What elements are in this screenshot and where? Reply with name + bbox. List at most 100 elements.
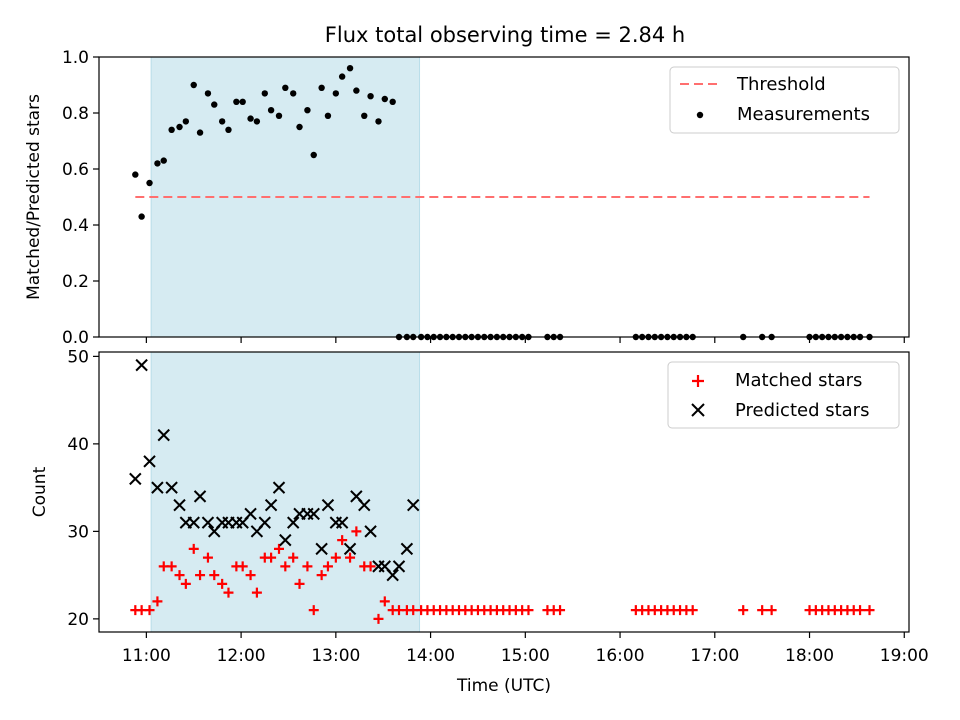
time-x-axis-label: Time (UTC) — [456, 676, 551, 696]
measurement-point — [138, 213, 145, 220]
measurement-point — [168, 126, 175, 133]
ratio-legend: Threshold Measurements — [669, 66, 900, 134]
y-tick-label: 40 — [67, 435, 89, 455]
predicted-star-point — [165, 481, 178, 494]
matched-star-point — [373, 613, 384, 624]
predicted-star-point — [244, 507, 257, 521]
measurement-point — [389, 98, 396, 106]
matched-star-point — [555, 605, 566, 616]
legend-matched-label: Matched stars — [735, 370, 862, 391]
time-x-ticks: 11:00 12:00 13:00 14:00 15:00 16:00 17:00 18:00… — [122, 632, 929, 666]
matched-star-point — [280, 561, 291, 572]
measurement-point — [225, 126, 232, 133]
measurement-point — [239, 98, 246, 106]
matched-star-point — [766, 605, 777, 616]
x-tick-label: 19:00 — [880, 646, 929, 666]
predicted-star-point — [307, 507, 320, 521]
ratio-y-axis-label: Matched/Predicted stars — [24, 94, 44, 300]
ratio-panel: 0.0 0.2 0.4 0.6 0.8 1.0 Matched/Predicted sta… — [24, 48, 910, 348]
legend-box — [669, 66, 900, 134]
matched-star-point — [687, 605, 698, 616]
measurement-point — [338, 73, 346, 80]
matched-star-point — [274, 543, 284, 554]
measurement-point — [146, 179, 153, 187]
legend-matched-swatch — [692, 375, 704, 387]
matched-star-point — [245, 570, 256, 581]
predicted-star-point — [193, 490, 207, 503]
x-tick-label: 12:00 — [217, 646, 266, 666]
matched-star-point — [152, 596, 163, 607]
matched-star-point — [379, 596, 390, 607]
predicted-star-point — [386, 568, 399, 582]
count-axes-frame — [98, 351, 910, 633]
predicted-stars-points — [129, 358, 420, 582]
predicted-star-point — [343, 542, 357, 556]
y-tick-label: 0.8 — [62, 104, 89, 124]
matched-star-point — [337, 535, 348, 546]
predicted-star-point — [129, 472, 142, 486]
matched-star-point — [237, 561, 248, 572]
measurement-point — [160, 157, 167, 164]
matched-star-point — [202, 552, 213, 563]
predicted-star-point — [407, 498, 420, 512]
matched-star-point — [308, 605, 319, 616]
predicted-star-point — [321, 498, 335, 512]
measurement-point — [296, 123, 303, 131]
matched-star-point — [855, 605, 866, 616]
predicted-star-point — [287, 516, 300, 529]
matched-star-point — [757, 605, 768, 616]
matched-star-point — [288, 552, 299, 563]
measurement-point — [310, 151, 317, 159]
predicted-star-point — [335, 516, 349, 529]
ratio-x-ticks — [145, 337, 905, 343]
matched-star-point — [144, 605, 155, 616]
predicted-star-point — [187, 516, 200, 529]
matched-star-point — [188, 543, 199, 554]
predicted-star-point — [279, 533, 292, 547]
measurement-point — [332, 90, 340, 97]
measurement-point — [353, 87, 360, 94]
matched-star-point — [316, 570, 327, 581]
x-tick-label: 17:00 — [690, 646, 739, 666]
matched-star-point — [523, 605, 534, 616]
legend-box — [667, 361, 900, 429]
measurement-point — [324, 112, 332, 120]
legend-threshold-label: Threshold — [736, 74, 826, 95]
y-tick-label: 20 — [67, 610, 89, 630]
x-tick-label: 11:00 — [122, 646, 171, 666]
measurement-point — [361, 112, 368, 120]
matched-star-point — [345, 552, 356, 563]
predicted-star-point — [258, 516, 271, 529]
measurement-point — [346, 65, 354, 72]
matched-stars-points — [130, 526, 875, 624]
chart-title: Flux total observing time = 2.84 h — [325, 23, 685, 47]
measurement-point — [233, 98, 240, 106]
measurement-point — [267, 107, 275, 114]
matched-star-point — [294, 578, 305, 589]
predicted-star-point — [201, 516, 215, 529]
observing-window-shade — [150, 351, 421, 633]
predicted-star-point — [392, 560, 406, 573]
y-tick-label: 0.4 — [62, 216, 89, 236]
x-tick-label: 13:00 — [311, 646, 360, 666]
matched-star-point — [251, 587, 262, 598]
y-tick-label: 1.0 — [62, 48, 89, 68]
matched-star-point — [330, 552, 341, 563]
ratio-y-ticks: 0.0 0.2 0.4 0.6 0.8 1.0 — [62, 48, 99, 348]
predicted-star-point — [358, 498, 371, 512]
measurement-point — [247, 115, 254, 122]
predicted-star-point — [364, 525, 377, 538]
legend-predicted-label: Predicted stars — [735, 400, 869, 421]
measurement-point — [318, 84, 325, 92]
measurement-point — [282, 84, 289, 92]
measurement-point — [375, 118, 382, 125]
count-legend: Matched stars Predicted stars — [667, 361, 900, 429]
matched-star-point — [174, 570, 185, 581]
legend-measurement-swatch — [696, 111, 704, 119]
measurement-point — [275, 112, 283, 120]
y-tick-label: 50 — [67, 347, 89, 367]
measurement-point — [218, 118, 226, 125]
measurement-point — [204, 90, 212, 97]
